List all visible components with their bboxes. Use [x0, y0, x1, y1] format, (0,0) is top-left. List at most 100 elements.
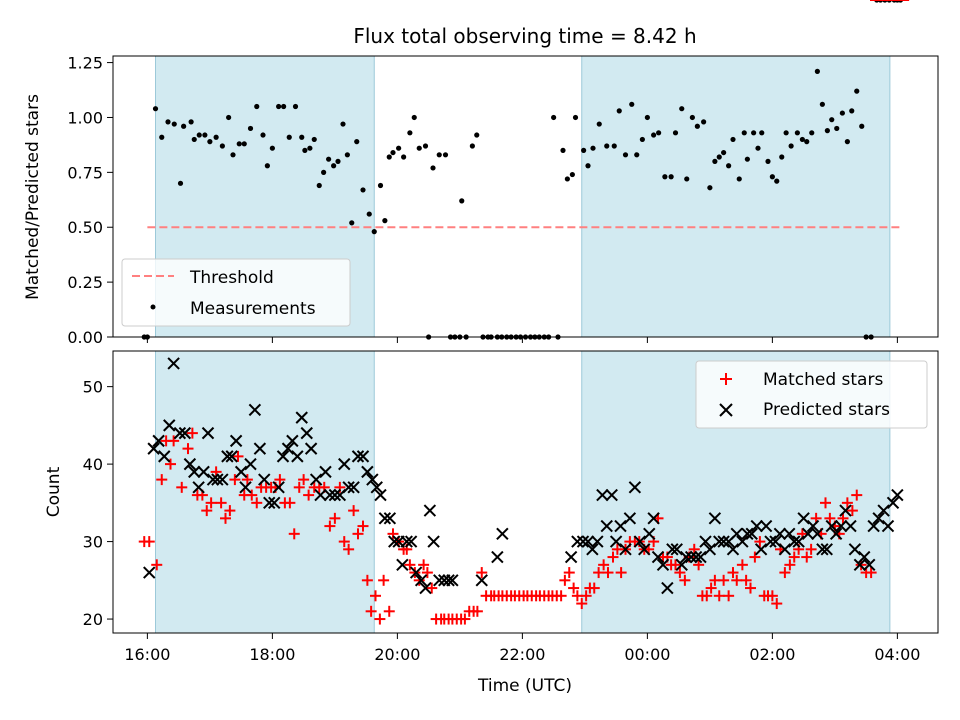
- measurement-point: [716, 154, 722, 160]
- matched-star-point: [143, 536, 155, 548]
- predicted-star-point: [643, 527, 656, 541]
- measurement-point: [769, 174, 775, 180]
- matched-star-point: [168, 435, 180, 447]
- predicted-star-point: [388, 535, 401, 548]
- measurement-point: [442, 152, 449, 158]
- matched-star-point: [246, 489, 258, 501]
- top-shaded-region: [581, 55, 891, 338]
- predicted-star-point: [475, 574, 488, 587]
- matched-star-point: [679, 574, 691, 586]
- measurement-point: [596, 121, 602, 127]
- top-shaded-regions: [155, 55, 891, 338]
- predicted-star-point: [263, 496, 276, 510]
- matched-star-point: [731, 574, 743, 586]
- matched-star-point: [846, 505, 858, 517]
- matched-star-point: [387, 528, 399, 540]
- bottom-y-axis-label: Count: [44, 466, 64, 517]
- measurement-point: [340, 121, 346, 127]
- top-y-tick-label: 0.00: [67, 328, 103, 347]
- predicted-star-point: [183, 457, 197, 471]
- predicted-star-point: [356, 450, 370, 463]
- predicted-star-point: [143, 566, 156, 579]
- predicted-star-point: [689, 550, 703, 564]
- predicted-star-point: [396, 558, 409, 572]
- measurement-point: [611, 143, 617, 149]
- legend-threshold-label: Threshold: [189, 268, 274, 288]
- matched-star-point: [303, 489, 315, 501]
- matched-star-point: [404, 559, 416, 571]
- predicted-star-point: [244, 457, 257, 471]
- bottom-y-tick-label: 20: [83, 610, 103, 629]
- matched-star-point: [329, 512, 341, 524]
- x-tick-label: 00:00: [624, 645, 670, 664]
- measurement-point: [844, 139, 850, 145]
- predicted-star-point: [717, 535, 730, 548]
- predicted-star-point: [272, 481, 285, 494]
- measurement-point: [230, 152, 236, 158]
- x-tick-label: 18:00: [249, 645, 295, 664]
- measurement-point: [430, 165, 436, 171]
- predicted-star-point: [872, 512, 885, 525]
- predicted-star-point: [614, 519, 627, 533]
- measurement-point: [236, 141, 242, 147]
- predicted-star-point: [234, 465, 248, 479]
- measurement-point: [656, 130, 662, 136]
- x-tick-label: 20:00: [374, 645, 420, 664]
- predicted-star-point: [797, 512, 810, 525]
- bottom-y-tick-label: 50: [83, 378, 103, 397]
- measurement-point: [730, 136, 736, 143]
- predicted-star-point: [694, 550, 707, 564]
- predicted-star-point: [596, 488, 609, 502]
- predicted-star-point: [656, 558, 670, 572]
- measurement-point: [679, 106, 685, 112]
- predicted-star-point: [374, 488, 387, 502]
- matched-star-point: [232, 450, 244, 462]
- matched-star-point: [713, 590, 725, 602]
- predicted-star-point: [414, 574, 428, 587]
- top-y-ticks: 0.00 0.25 0.50 0.75 1.00 1.25: [67, 54, 113, 347]
- top-x-ticks: [146, 337, 898, 343]
- measurement-point: [684, 176, 690, 182]
- legend-matched-swatch: [720, 373, 732, 385]
- matched-star-point: [251, 497, 263, 509]
- predicted-star-point: [844, 519, 857, 533]
- predicted-star-point: [591, 535, 604, 548]
- measurement-point: [276, 103, 282, 110]
- predicted-star-point: [745, 527, 758, 541]
- top-panel: 0.00 0.25 0.50 0.75 1.00 1.25 Matched/Predict…: [23, 0, 939, 347]
- predicted-star-point: [633, 535, 647, 548]
- matched-star-point: [736, 559, 748, 571]
- matched-star-point: [576, 598, 588, 610]
- matched-star-point: [383, 605, 395, 617]
- predicted-star-point: [323, 488, 337, 502]
- chart-title: Flux total observing time = 8.42 h: [353, 24, 696, 48]
- matched-star-point: [156, 474, 168, 486]
- predicted-star-point: [670, 543, 683, 556]
- predicted-star-point: [834, 519, 848, 533]
- predicted-star-point: [788, 535, 801, 548]
- measurement-point: [377, 182, 384, 189]
- measurement-point: [241, 141, 247, 147]
- matched-star-point: [745, 582, 756, 594]
- measurement-point: [799, 136, 805, 143]
- measurement-point: [672, 130, 679, 136]
- matched-star-point: [352, 528, 364, 540]
- matched-star-point: [779, 567, 791, 579]
- measurement-point: [721, 149, 727, 156]
- matched-star-point: [215, 497, 227, 509]
- predicted-star-point: [699, 535, 712, 548]
- predicted-star-point: [820, 543, 833, 556]
- predicted-star-point: [304, 442, 318, 455]
- measurement-point: [639, 136, 645, 143]
- measurement-point: [411, 114, 417, 121]
- measurement-point: [286, 134, 292, 140]
- matched-star-point: [824, 512, 836, 524]
- top-y-tick-label: 0.25: [67, 273, 103, 292]
- predicted-star-point: [496, 527, 509, 541]
- predicted-star-point: [825, 519, 838, 533]
- predicted-star-point: [158, 450, 171, 463]
- measurement-point: [264, 163, 270, 169]
- measurement-point: [774, 178, 780, 184]
- predicted-star-point: [623, 512, 637, 525]
- predicted-star-point: [188, 465, 201, 479]
